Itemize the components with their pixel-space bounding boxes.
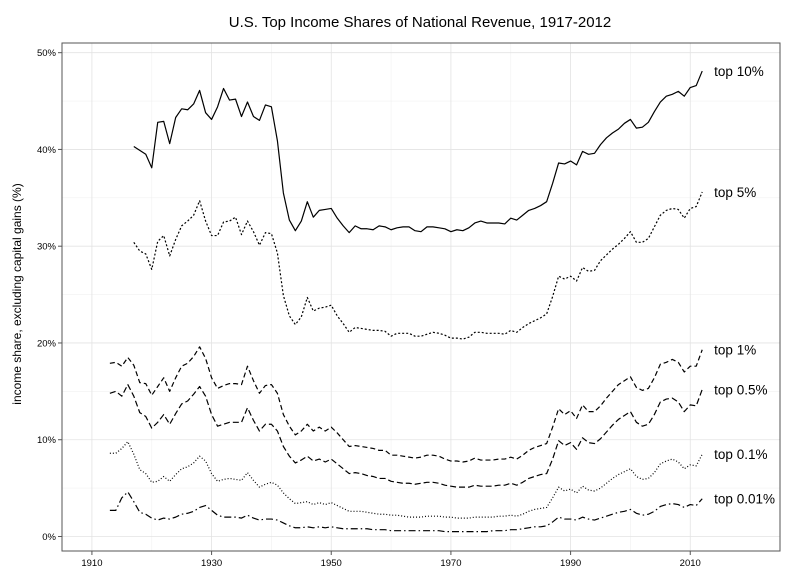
series-label-top-0-1: top 0.1%	[714, 447, 767, 462]
y-axis: 0% 10% 20% 30% 40% 50%	[37, 48, 62, 543]
x-tick-label: 1990	[560, 558, 581, 569]
series-lines	[109, 70, 703, 533]
series-line-top-0-1	[109, 441, 703, 519]
series-label-top-0-01: top 0.01%	[714, 492, 775, 507]
series-label-top-1: top 1%	[714, 343, 756, 358]
x-tick-label: 1970	[440, 558, 461, 569]
y-tick-label: 40%	[37, 145, 57, 156]
y-tick-label: 50%	[37, 48, 57, 59]
chart-title: U.S. Top Income Shares of National Reven…	[229, 14, 611, 31]
grid	[62, 43, 780, 551]
y-tick-label: 30%	[37, 242, 57, 253]
series-line-top-10	[133, 70, 703, 234]
x-tick-label: 1930	[201, 558, 222, 569]
series-label-top-10: top 10%	[714, 64, 764, 79]
x-tick-label: 2010	[680, 558, 701, 569]
y-axis-label: income share, excluding capital gains (%…	[10, 183, 24, 404]
series-labels: top 10% top 5% top 1% top 0.5% top 0.1% top 0…	[714, 64, 775, 507]
plot-frame	[61, 42, 781, 552]
series-line-top-5	[133, 191, 703, 340]
series-label-top-0-5: top 0.5%	[714, 382, 767, 397]
y-tick-label: 0%	[42, 532, 56, 543]
y-tick-label: 20%	[37, 338, 57, 349]
series-line-top-1	[109, 346, 703, 463]
x-tick-label: 1910	[81, 558, 102, 569]
x-tick-label: 1950	[321, 558, 342, 569]
series-line-top-0-5	[109, 383, 703, 488]
series-label-top-5: top 5%	[714, 185, 756, 200]
y-tick-label: 10%	[37, 435, 57, 446]
series-line-top-0-01	[109, 491, 703, 533]
x-axis: 1910 1930 1950 1970 1990 2010	[81, 551, 701, 569]
